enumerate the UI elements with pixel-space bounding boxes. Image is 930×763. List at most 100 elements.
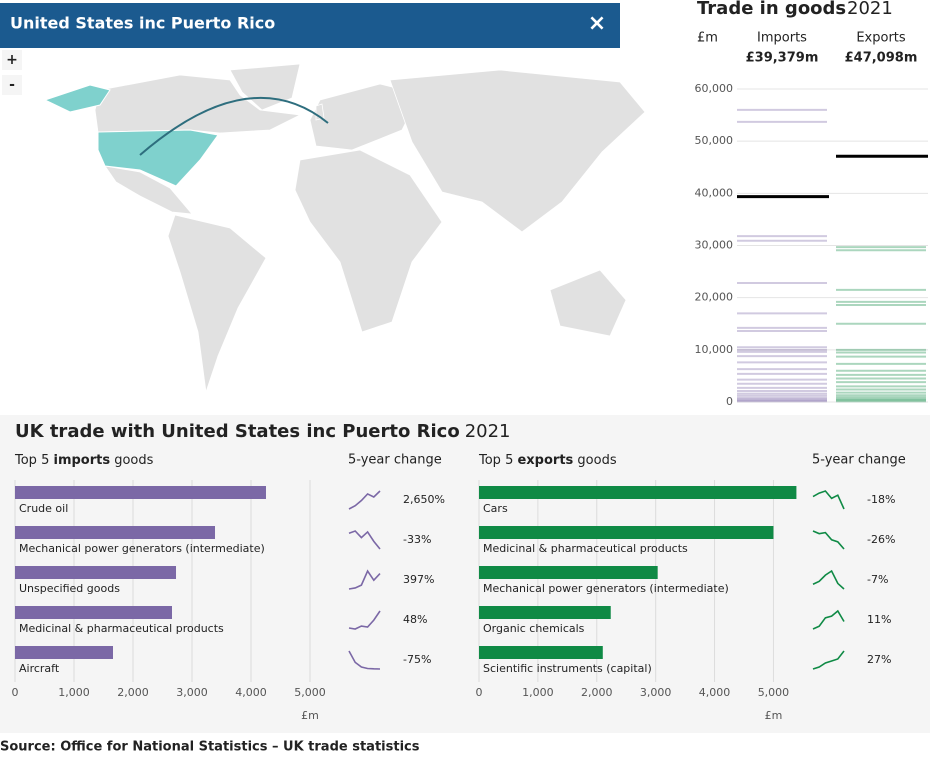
bar [479,606,611,619]
category-label: Aircraft [19,662,60,675]
title-part: exports [517,453,573,468]
change-title: 5-year change [812,453,906,468]
source: Source: Office for National Statistics –… [0,740,420,755]
x-tick-label: 3,000 [176,686,208,699]
section-title: UK trade with United States inc Puerto R… [15,421,511,442]
section-year: 2021 [465,421,511,442]
change-label: -33% [403,533,431,546]
x-tick-label: 4,000 [699,686,731,699]
bar [15,526,216,539]
y-tick-label: 0 [726,395,733,408]
sparkline [348,610,381,630]
map-header [0,3,620,48]
x-tick-label: 5,000 [758,686,790,699]
land [389,69,646,233]
zoom-out[interactable]: - [9,77,15,93]
y-tick-label: 20,000 [695,291,734,304]
land [549,269,627,337]
legend-label: Exports [856,31,906,46]
sparkline [348,530,381,550]
change-label: 27% [867,653,891,666]
zoom-in-button[interactable] [2,50,22,70]
change-label: 11% [867,613,891,626]
y-tick-label: 30,000 [695,239,734,252]
legend-label: Imports [757,31,807,46]
total-label: £39,379m [746,51,819,66]
bar [15,646,113,659]
highlighted-country[interactable] [43,84,111,113]
bar [15,486,266,499]
y-tick-label: 40,000 [695,186,734,199]
land [94,74,302,134]
change-label: -26% [867,533,895,546]
y-tick-label: 60,000 [695,82,734,95]
x-tick-label: 2,000 [117,686,149,699]
title-part: imports [53,453,110,468]
sparkline [812,490,845,510]
category-label: Mechanical power generators (intermediat… [19,542,265,555]
close-button[interactable]: × [588,11,606,36]
section-title-main: UK trade with United States inc Puerto R… [15,421,460,442]
sparkline [348,650,381,670]
change-label: 48% [403,613,427,626]
zoom-in[interactable]: + [6,52,18,68]
bar [479,646,603,659]
trade-arc [139,96,329,156]
chart-title: Trade in goods [697,0,846,19]
title-part: goods [573,453,617,468]
map-title: United States inc Puerto Rico [10,14,275,33]
category-label: Unspecified goods [19,582,120,595]
change-label: -7% [867,573,888,586]
x-axis-label: £m [301,709,319,722]
change-label: -75% [403,653,431,666]
sparkline [348,490,381,510]
y-tick-label: 10,000 [695,343,734,356]
category-label: Medicinal & pharmaceutical products [483,542,688,555]
chart-title: Top 5 imports goods [14,453,154,468]
land [294,149,443,333]
x-tick-label: 3,000 [640,686,672,699]
category-label: Crude oil [19,502,68,515]
change-title: 5-year change [348,453,442,468]
change-label: -18% [867,493,895,506]
map [43,63,646,393]
sparkline [812,530,845,550]
x-tick-label: 4,000 [235,686,267,699]
x-tick-label: 2,000 [581,686,613,699]
title-part: goods [110,453,154,468]
title-part: Top 5 [14,453,53,468]
sparkline [812,650,845,670]
land [309,83,421,151]
title-part: Top 5 [478,453,517,468]
category-label: Scientific instruments (capital) [483,662,652,675]
sparkline [812,569,845,590]
category-label: Cars [483,502,508,515]
total-label: £47,098m [845,51,918,66]
bar [479,486,797,499]
unit-label: £m [697,31,718,46]
chart-title: Top 5 exports goods [478,453,617,468]
land [167,214,267,393]
highlighted-country[interactable] [97,129,219,187]
x-tick-label: 0 [12,686,19,699]
category-label: Medicinal & pharmaceutical products [19,622,224,635]
category-label: Organic chemicals [483,622,585,635]
x-axis-label: £m [765,709,783,722]
x-tick-label: 5,000 [294,686,326,699]
x-tick-label: 1,000 [522,686,554,699]
chart-year: 2021 [847,0,893,19]
sparkline [348,569,381,590]
land [229,63,301,111]
y-tick-label: 50,000 [695,134,734,147]
change-label: 397% [403,573,434,586]
bar [479,526,774,539]
bar [15,566,177,579]
zoom-out-button[interactable] [2,75,22,95]
land [104,165,193,215]
x-tick-label: 1,000 [58,686,90,699]
bar [479,566,658,579]
x-tick-label: 0 [476,686,483,699]
sparkline [812,609,845,630]
